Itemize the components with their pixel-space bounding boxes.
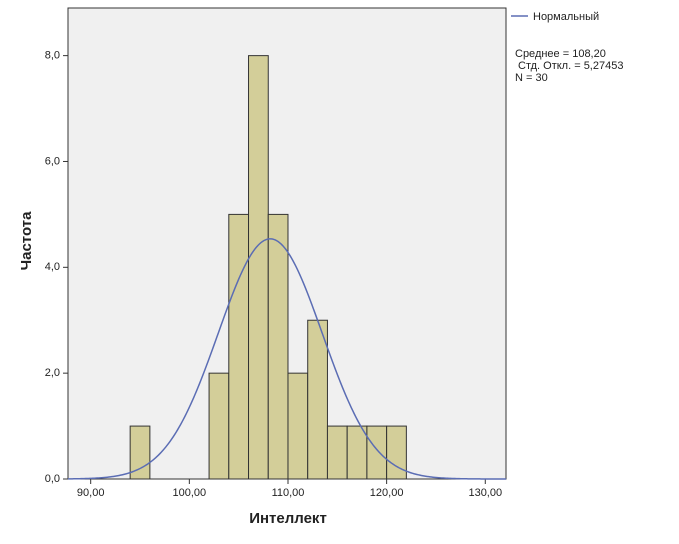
bar [208,372,230,480]
x-axis-title: Интеллект [249,510,327,527]
stat-mean: Среднее = 108,20 [515,48,606,60]
bar [228,213,250,480]
x-tick-label: 90,00 [77,487,105,499]
bar [287,372,309,480]
normal-curve [67,238,506,480]
x-tick-label: 100,00 [173,487,207,499]
bar [326,425,348,480]
bar [248,55,269,480]
y-tick-label: 4,0 [45,261,60,273]
y-tick-label: 6,0 [45,155,60,167]
x-tick-label: 120,00 [370,487,404,499]
stat-sd: Стд. Откл. = 5,27453 [518,60,623,72]
bar [267,213,289,480]
stat-n: N = 30 [515,72,548,84]
bar [346,425,368,480]
legend-label: Нормальный [533,11,599,23]
bar [366,425,388,480]
bar [386,425,407,480]
bar [307,319,328,480]
x-tick-label: 130,00 [468,487,502,499]
y-tick-label: 8,0 [45,50,60,62]
y-axis-title: Частота [18,211,35,271]
y-tick-label: 0,0 [45,473,60,485]
x-tick-label: 110,00 [272,487,305,499]
y-tick-label: 2,0 [45,367,60,379]
